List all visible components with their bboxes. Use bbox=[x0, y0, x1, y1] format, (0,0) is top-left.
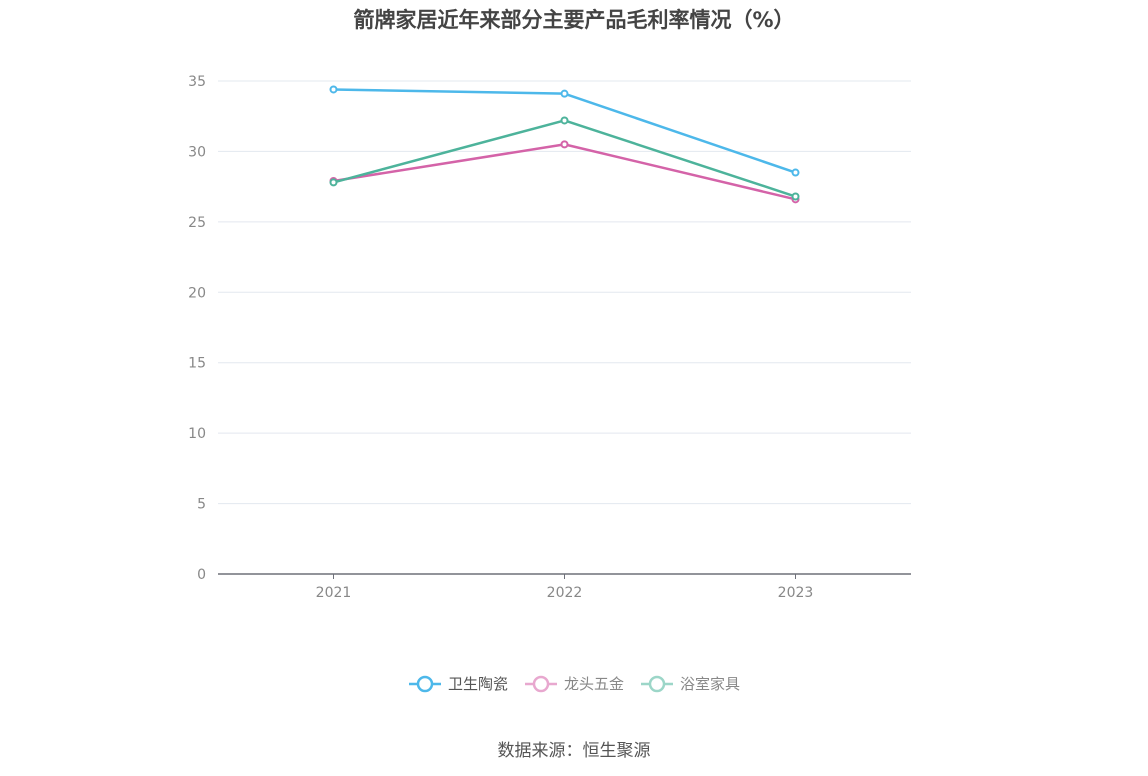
x-axis bbox=[218, 573, 911, 579]
y-tick-label: 25 bbox=[188, 215, 206, 231]
series-line-1 bbox=[333, 88, 796, 174]
series-line-3 bbox=[333, 119, 796, 198]
legend-item-ltwj[interactable]: 龙头五金 bbox=[524, 673, 624, 694]
legend-label: 卫生陶瓷 bbox=[447, 675, 508, 693]
line-chart: 0 5 10 15 20 25 30 35 2021 2022 2023 bbox=[188, 74, 911, 601]
y-tick-label: 5 bbox=[197, 497, 206, 513]
series-lines bbox=[329, 85, 800, 204]
y-axis-ticks: 0 5 10 15 20 25 30 35 bbox=[188, 74, 206, 583]
legend-item-wsc[interactable]: 卫生陶瓷 bbox=[408, 673, 508, 694]
legend-marker-icon bbox=[408, 675, 441, 692]
legend: 卫生陶瓷 龙头五金 浴室家具 bbox=[0, 673, 1148, 694]
x-tick-label: 2023 bbox=[778, 585, 814, 601]
legend-marker-icon bbox=[524, 675, 557, 692]
chart-title: 箭牌家居近年来部分主要产品毛利率情况（%） bbox=[353, 8, 795, 32]
data-source: 数据来源：恒生聚源 bbox=[497, 741, 651, 761]
legend-label: 龙头五金 bbox=[563, 675, 624, 693]
data-point bbox=[560, 89, 569, 98]
legend-marker-icon bbox=[641, 675, 673, 692]
series-line-2 bbox=[333, 143, 796, 201]
y-tick-label: 35 bbox=[188, 74, 206, 90]
grid-lines bbox=[218, 80, 911, 505]
data-point bbox=[329, 85, 338, 94]
y-tick-label: 30 bbox=[188, 144, 206, 160]
y-tick-label: 0 bbox=[197, 567, 206, 583]
x-tick-label: 2022 bbox=[547, 585, 583, 601]
data-point bbox=[329, 178, 338, 187]
x-tick-label: 2021 bbox=[316, 585, 352, 601]
y-tick-label: 20 bbox=[188, 285, 206, 301]
data-point bbox=[560, 140, 569, 149]
y-tick-label: 15 bbox=[188, 356, 206, 372]
y-tick-label: 10 bbox=[188, 426, 206, 442]
data-point bbox=[791, 168, 800, 177]
data-point bbox=[560, 116, 569, 125]
legend-item-ysjj[interactable]: 浴室家具 bbox=[640, 673, 740, 694]
data-point bbox=[791, 192, 800, 201]
legend-label: 浴室家具 bbox=[680, 675, 741, 693]
x-axis-ticks: 2021 2022 2023 bbox=[316, 585, 814, 601]
